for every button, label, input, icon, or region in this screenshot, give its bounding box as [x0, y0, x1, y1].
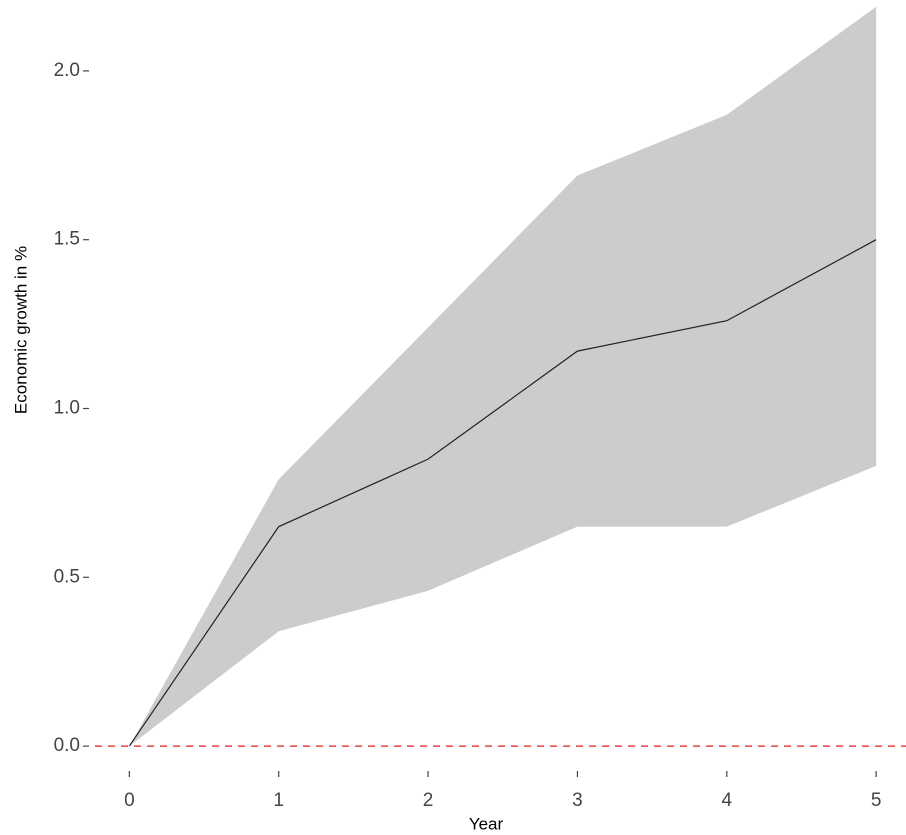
x-axis-title: Year: [469, 814, 504, 833]
x-tick-label: 2: [423, 790, 434, 811]
x-tick-label: 1: [273, 790, 284, 811]
x-tick-label: 5: [871, 790, 882, 811]
x-tick-label: 4: [721, 790, 732, 811]
x-tick-label: 3: [572, 790, 583, 811]
y-tick-label: 0.5: [54, 566, 80, 587]
line: [128, 239, 877, 747]
y-tick-label: 1.5: [54, 229, 80, 250]
confidence-band: [129, 6, 877, 747]
x-tick-label: 0: [124, 790, 135, 811]
y-tick-label: 1.0: [54, 398, 80, 419]
y-tick-label: 0.0: [54, 735, 80, 756]
y-tick-label: 2.0: [54, 60, 80, 81]
y-axis-title: Economic growth in %: [11, 246, 30, 414]
